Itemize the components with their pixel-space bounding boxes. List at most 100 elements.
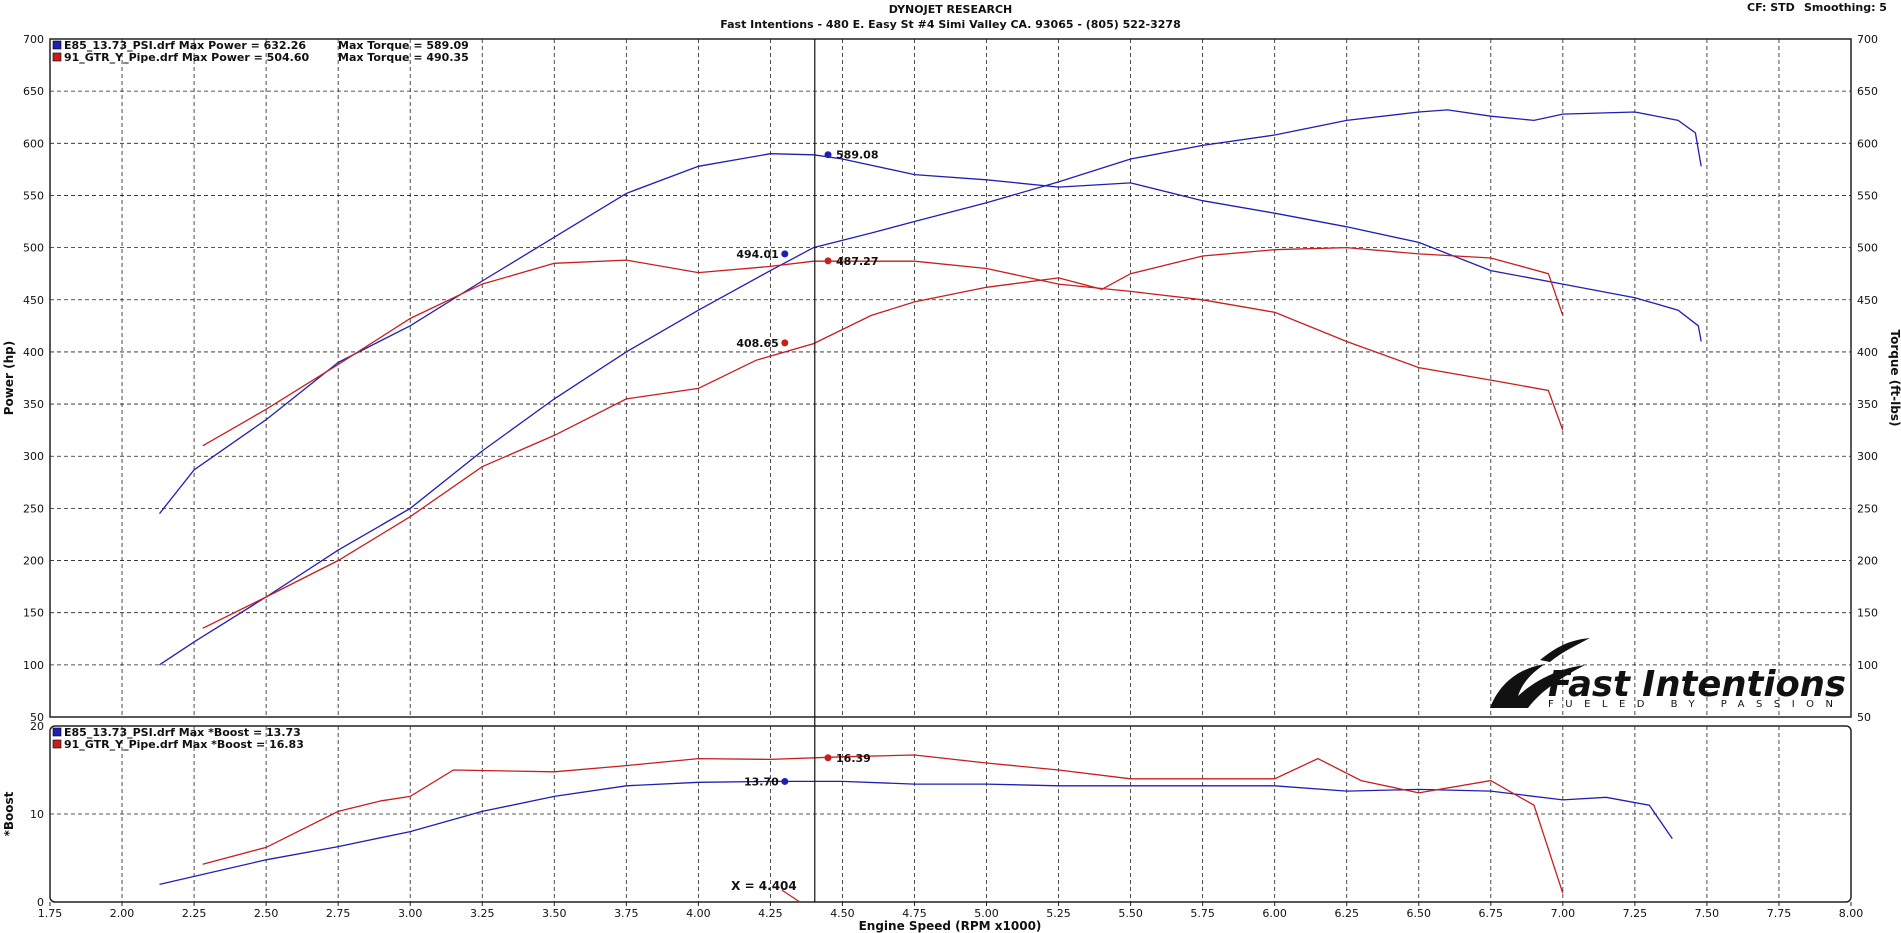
y-tick-label: 10 — [30, 808, 44, 821]
y-tick-label: 400 — [23, 346, 44, 359]
y-tick-label: 0 — [37, 896, 44, 909]
x-tick-label: 7.75 — [1767, 907, 1792, 920]
value-marker-run2 — [824, 754, 832, 762]
cursor-readout: X = 4.404 — [731, 879, 797, 893]
x-tick-label: 6.00 — [1262, 907, 1287, 920]
y-tick-label: 50 — [30, 711, 44, 724]
y-tick-label: 100 — [23, 659, 44, 672]
legend-entry-torque: Max Torque = 589.09 — [338, 39, 469, 52]
x-tick-label: 3.00 — [398, 907, 423, 920]
x-tick-label: 6.50 — [1407, 907, 1432, 920]
x-tick-label: 7.00 — [1551, 907, 1576, 920]
y-tick-label: 350 — [23, 398, 44, 411]
y-axis-label-right: Torque (ft-lbs) — [1888, 330, 1901, 427]
x-tick-label: 3.25 — [470, 907, 495, 920]
y-tick-label-right: 450 — [1857, 294, 1878, 307]
y-tick-label-right: 700 — [1857, 33, 1878, 46]
y-tick-label: 150 — [23, 607, 44, 620]
x-tick-label: 2.75 — [326, 907, 351, 920]
y-tick-label-right: 200 — [1857, 555, 1878, 568]
x-tick-label: 4.00 — [686, 907, 711, 920]
logo-tagline-text: FUELED BY PASSION — [1548, 699, 1838, 710]
value-marker-run2 — [824, 257, 832, 265]
x-tick-label: 4.50 — [830, 907, 855, 920]
legend-swatch-run1 — [52, 40, 62, 50]
y-tick-label-right: 150 — [1857, 607, 1878, 620]
legend-swatch-run1 — [52, 727, 62, 737]
x-tick-label: 2.00 — [110, 907, 135, 920]
value-marker-label: 408.65 — [736, 337, 778, 350]
y-tick-label: 550 — [23, 189, 44, 202]
value-marker-run2 — [781, 339, 789, 347]
x-tick-label: 5.75 — [1190, 907, 1215, 920]
y-axis-label: *Boost — [2, 791, 16, 836]
boost-plot-panel: 20 10 0 13.70 16.39 E85_13.73_PSI.drf Max *Bo… — [2, 720, 1863, 933]
y-tick-label-right: 650 — [1857, 85, 1878, 98]
boost-line-run2 — [202, 754, 1564, 894]
power-line-run2 — [202, 246, 1564, 629]
legend-entry-torque: Max Torque = 490.35 — [338, 51, 469, 64]
logo-brand-text: Fast Intentions — [1548, 664, 1846, 705]
torque-line-run2 — [202, 259, 1564, 447]
x-tick-label: 5.50 — [1118, 907, 1143, 920]
x-tick-label: 2.25 — [182, 907, 207, 920]
rpm-cursor[interactable]: X = 4.404 — [731, 39, 816, 903]
y-tick-label-right: 400 — [1857, 346, 1878, 359]
y-tick-label: 250 — [23, 502, 44, 515]
x-tick-label: 3.75 — [614, 907, 639, 920]
power-line-run1 — [159, 109, 1702, 666]
y-tick-label: 500 — [23, 242, 44, 255]
y-tick-label: 600 — [23, 137, 44, 150]
value-marker-label: 13.70 — [744, 775, 779, 788]
plot-frame — [49, 38, 1852, 718]
legend-swatch-run2 — [52, 52, 62, 62]
x-tick-label: 7.50 — [1695, 907, 1720, 920]
x-tick-label: 5.25 — [1046, 907, 1071, 920]
y-tick-label-right: 350 — [1857, 398, 1878, 411]
legend-entry: 91_GTR_Y_Pipe.drf Max Power = 504.60 — [64, 51, 309, 64]
y-tick-label-right: 100 — [1857, 659, 1878, 672]
cf-setting: CF: STD — [1747, 1, 1795, 14]
value-marker-run1 — [781, 777, 789, 785]
x-tick-label: 7.25 — [1623, 907, 1648, 920]
x-tick-label: 1.75 — [38, 907, 63, 920]
x-tick-label: 6.25 — [1334, 907, 1359, 920]
legend-entry: E85_13.73_PSI.drf Max Power = 632.26 — [64, 39, 306, 52]
y-tick-label: 200 — [23, 555, 44, 568]
chart-title: DYNOJET RESEARCH — [888, 3, 1013, 16]
y-tick-label-right: 50 — [1857, 711, 1871, 724]
value-marker-run1 — [781, 250, 789, 258]
plot-frame — [49, 725, 1852, 903]
legend-entry: 91_GTR_Y_Pipe.drf Max *Boost = 16.83 — [64, 738, 304, 751]
x-tick-label: 4.25 — [758, 907, 783, 920]
y-tick-label: 700 — [23, 33, 44, 46]
y-tick-label-right: 250 — [1857, 502, 1878, 515]
y-tick-label-right: 550 — [1857, 189, 1878, 202]
fast-intentions-logo: Fast Intentions FUELED BY PASSION — [1490, 638, 1846, 710]
y-tick-label: 650 — [23, 85, 44, 98]
y-tick-label: 20 — [30, 720, 44, 733]
value-marker-label: 487.27 — [836, 255, 878, 268]
legend-swatch-run2 — [52, 739, 62, 749]
x-tick-label: 4.75 — [902, 907, 927, 920]
x-tick-label: 3.50 — [542, 907, 567, 920]
y-axis-label: Power (hp) — [2, 341, 16, 415]
x-tick-label: 8.00 — [1839, 907, 1864, 920]
smoothing-setting: Smoothing: 5 — [1804, 1, 1887, 14]
chart-subtitle: Fast Intentions - 480 E. Easy St #4 Simi… — [720, 18, 1181, 31]
cursor-pointer — [781, 889, 801, 903]
y-tick-label: 300 — [23, 450, 44, 463]
x-tick-label: 6.75 — [1479, 907, 1504, 920]
value-marker-label: 494.01 — [736, 248, 778, 261]
main-plot-panel: 700 700 650 650 600 600 550 550 500 500 450 450 400 4… — [2, 33, 1901, 724]
y-tick-label: 450 — [23, 294, 44, 307]
legend-entry: E85_13.73_PSI.drf Max *Boost = 13.73 — [64, 726, 301, 739]
value-marker-label: 589.08 — [836, 149, 878, 162]
value-marker-label: 16.39 — [836, 752, 871, 765]
logo-flame-icon — [1490, 638, 1590, 708]
y-tick-label-right: 300 — [1857, 450, 1878, 463]
x-tick-label: 5.00 — [974, 907, 999, 920]
x-axis-label: Engine Speed (RPM x1000) — [859, 919, 1042, 933]
